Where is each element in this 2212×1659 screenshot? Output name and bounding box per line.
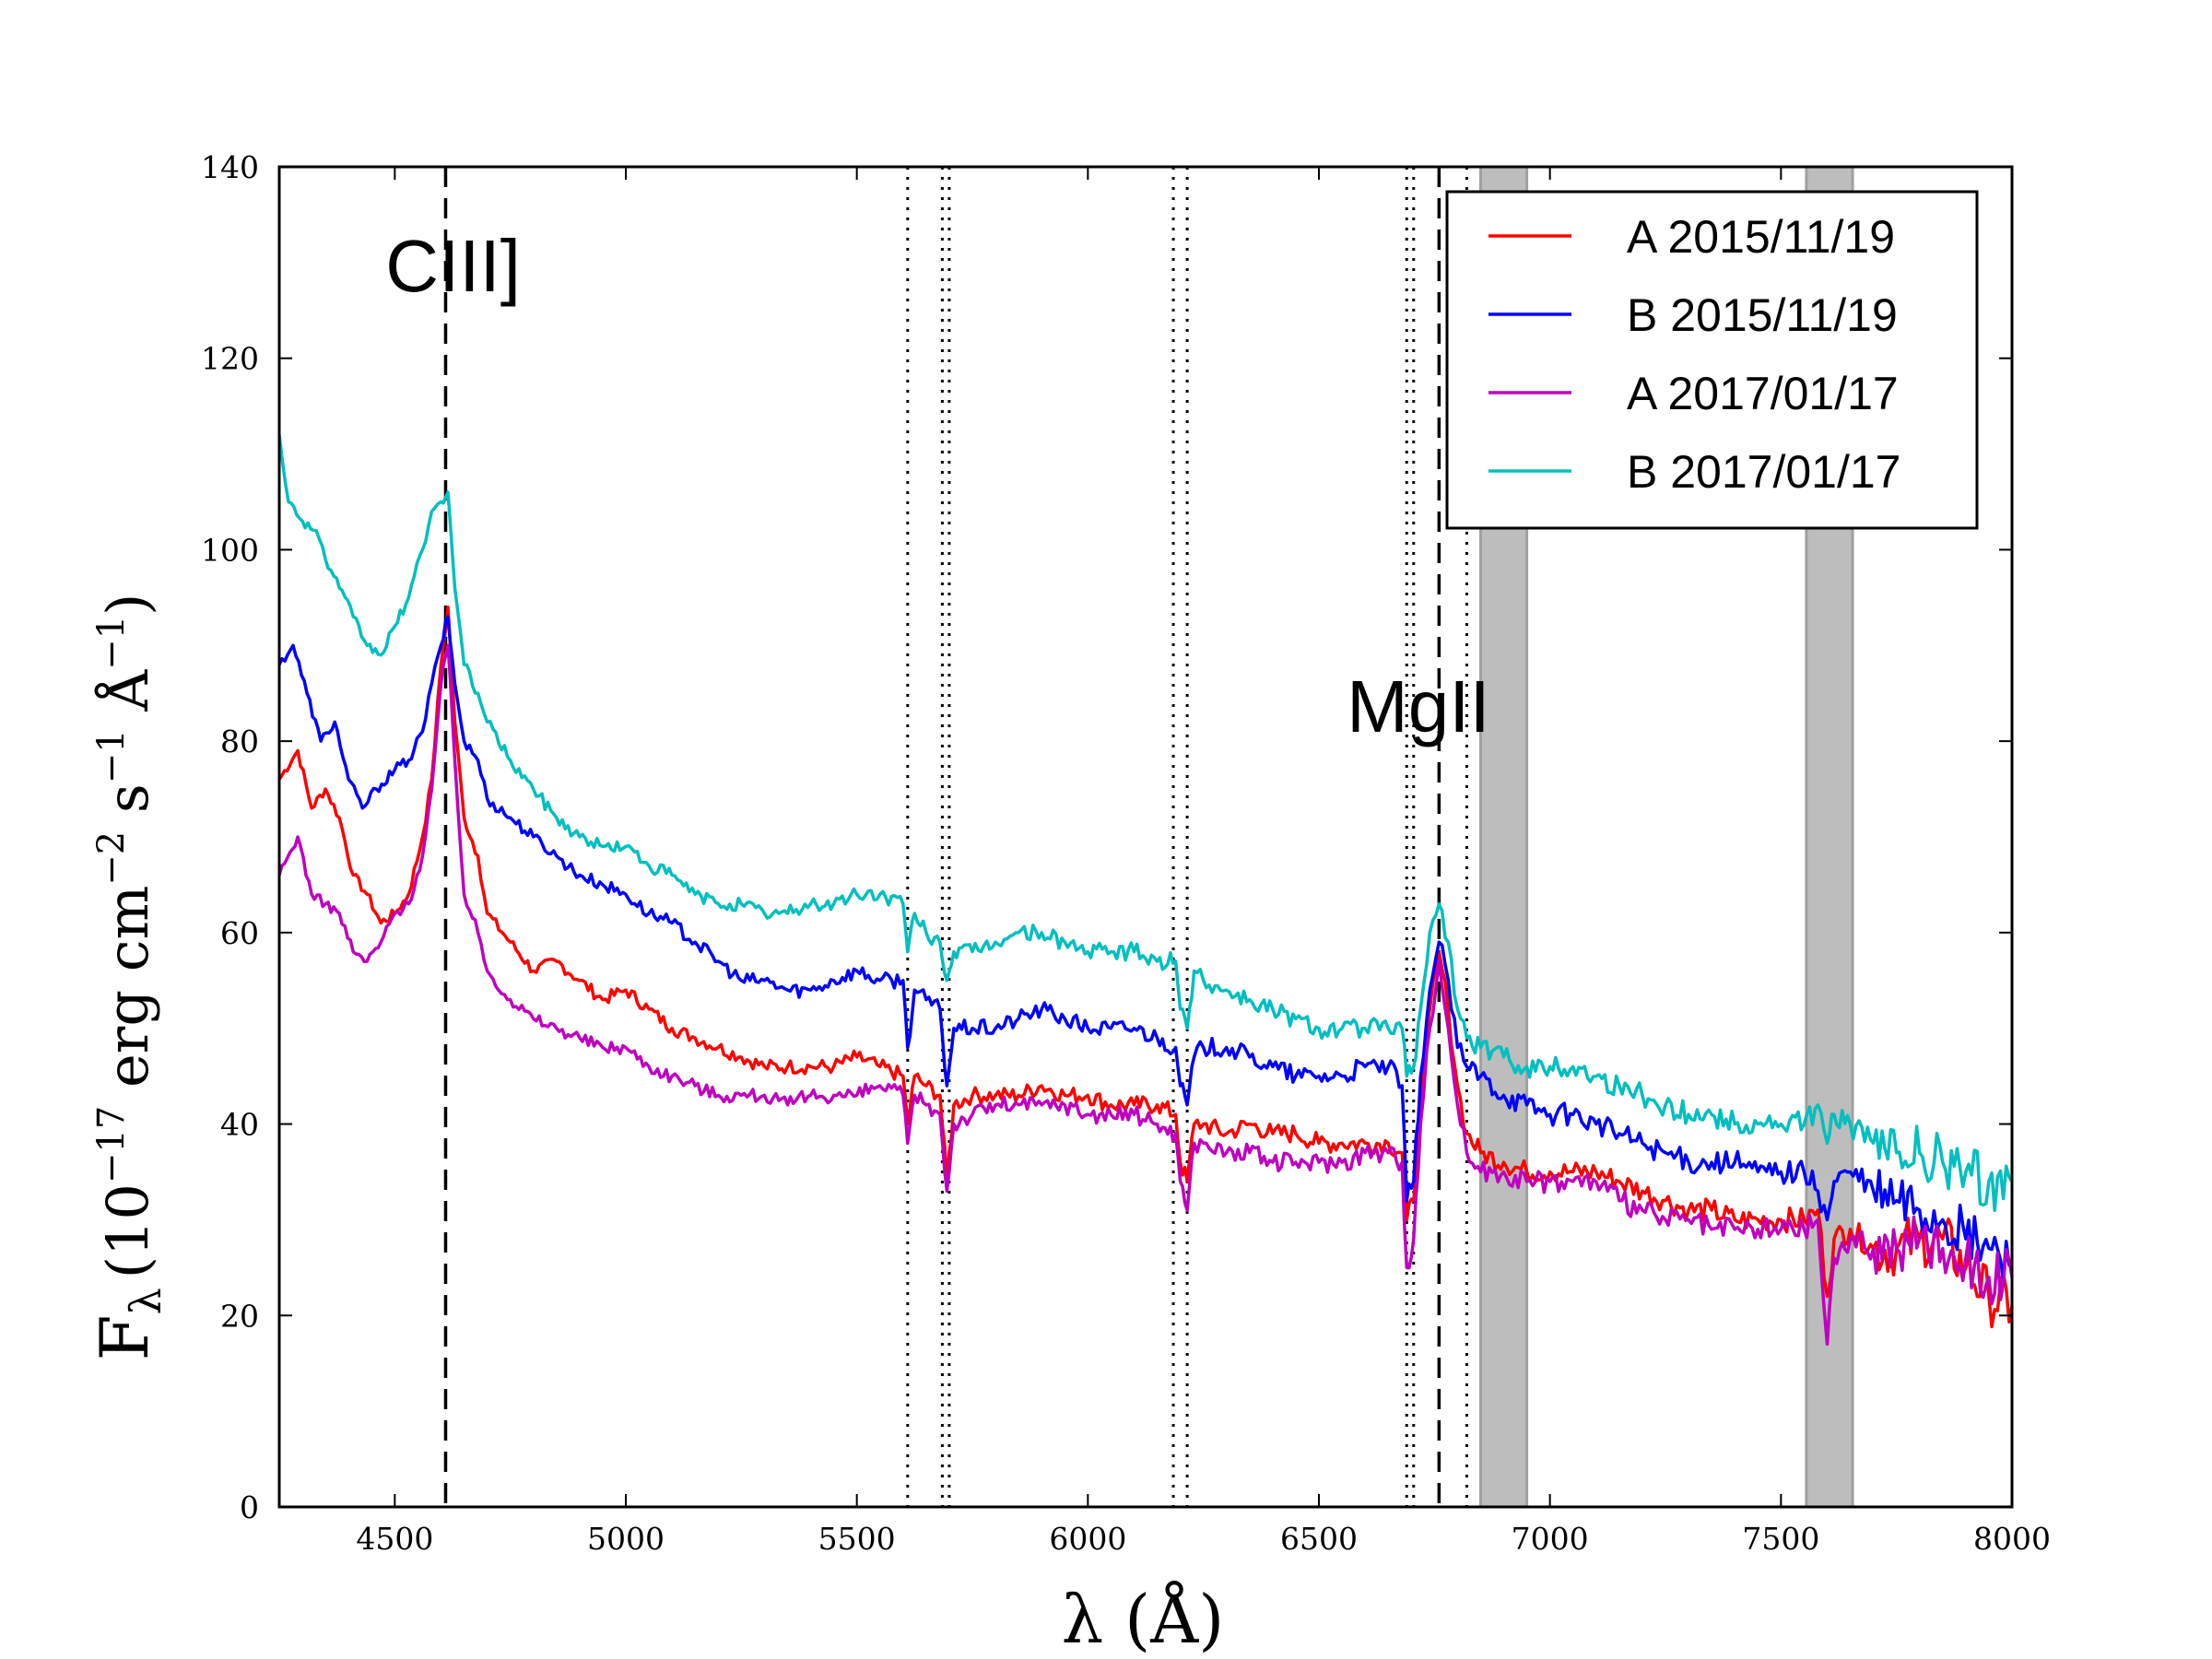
legend-label-3: A 2017/01/17 [1627, 368, 1899, 419]
x-tick-label-5: 6500 [1280, 1521, 1358, 1557]
y-tick-label-3: 40 [220, 1107, 259, 1143]
y-tick-label-7: 120 [201, 341, 259, 377]
reference-lines [443, 167, 1468, 1507]
svg-text:Fλ(10−17 erg cm−2 s−1 Å−1): Fλ(10−17 erg cm−2 s−1 Å−1) [86, 594, 171, 1361]
legend-label-1: A 2015/11/19 [1627, 211, 1895, 263]
series-line-2 [277, 615, 2014, 1281]
y-tick-label-6: 100 [201, 532, 259, 568]
series-line-1 [277, 605, 2014, 1329]
series-line-4 [277, 434, 2014, 1212]
y-tick-label-4: 60 [220, 915, 259, 951]
annotation-2: MgII [1347, 665, 1490, 747]
series-line-3 [277, 643, 2014, 1347]
annotation-1: CIII] [385, 225, 521, 307]
legend: A 2015/11/19 B 2015/11/19 A 2017/01/17 B 20… [1445, 190, 1979, 530]
y-tick-label-2: 20 [220, 1298, 259, 1334]
x-axis-title: λ (Å) [1062, 1580, 1225, 1658]
x-tick-label-3: 5500 [818, 1521, 896, 1557]
line-annotations: CIII] MgII [385, 225, 1489, 747]
legend-label-2: B 2015/11/19 [1627, 289, 1898, 341]
y-axis-title: Fλ(10−17 erg cm−2 s−1 Å−1) [86, 594, 171, 1361]
plot-frame [277, 165, 2014, 1509]
y-tick-label-1: 0 [240, 1489, 259, 1525]
x-tick-label-4: 6000 [1049, 1521, 1126, 1557]
y-tick-label-5: 80 [220, 724, 259, 759]
x-tick-label-7: 7500 [1742, 1521, 1819, 1557]
x-tick-label-6: 7000 [1512, 1521, 1589, 1557]
x-tick-label-2: 5000 [587, 1521, 665, 1557]
y-tick-label-8: 140 [201, 149, 259, 185]
x-tick-label-1: 4500 [356, 1521, 433, 1557]
series-group [277, 434, 2014, 1347]
legend-label-4: B 2017/01/17 [1627, 446, 1901, 498]
x-tick-label-8: 8000 [1973, 1521, 2051, 1557]
axis-ticks: 4500 5000 5500 6000 6500 7000 7500 8000 0 20 40 60 8… [201, 149, 2051, 1557]
